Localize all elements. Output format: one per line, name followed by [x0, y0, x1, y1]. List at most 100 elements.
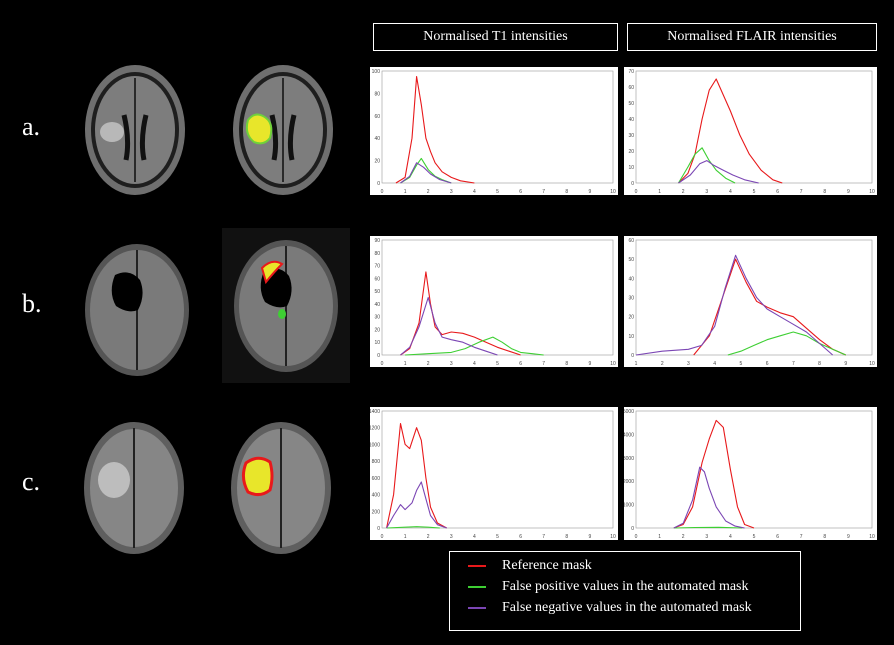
x-tick-label: 1 [658, 534, 661, 540]
y-tick-label: 0 [631, 526, 634, 532]
x-tick-label: 5 [753, 534, 756, 540]
brain-overlay-c [231, 422, 331, 554]
y-tick-label: 100 [372, 69, 381, 75]
chart-a-flair: 0 1 2 3 4 5 6 7 8 9 10 0 10 20 30 40 50 60 70 [628, 69, 875, 195]
y-tick-label: 10 [628, 334, 634, 340]
series-line [673, 526, 743, 529]
plot-b-flair: 1 2 3 4 5 6 7 8 9 10 0 10 20 30 40 50 60 [624, 236, 877, 367]
y-tick-label: 40 [628, 276, 634, 282]
x-tick-label: 2 [682, 534, 685, 540]
y-tick-label: 60 [628, 238, 634, 244]
legend-swatch-false-negative [468, 607, 486, 609]
x-tick-label: 9 [589, 361, 592, 367]
legend-swatch-reference [468, 565, 486, 567]
x-tick-label: 7 [800, 534, 803, 540]
x-tick-label: 10 [869, 361, 875, 367]
y-tick-label: 4000 [624, 432, 634, 438]
plot-frame [381, 410, 614, 529]
y-tick-label: 800 [372, 459, 381, 465]
y-tick-label: 80 [374, 91, 380, 97]
plot-c-t1: 0 1 2 3 4 5 6 7 8 9 10 0 200 400 600 800 1000 1200 1400 [370, 407, 618, 540]
x-tick-label: 1 [658, 189, 661, 195]
x-tick-label: 4 [729, 534, 732, 540]
series-line [635, 254, 834, 356]
brain-scan-b [85, 244, 189, 376]
x-tick-label: 0 [381, 534, 384, 540]
x-tick-label: 0 [635, 534, 638, 540]
x-tick-label: 9 [589, 534, 592, 540]
y-tick-label: 5000 [624, 409, 634, 415]
series-line [386, 526, 440, 529]
y-tick-label: 50 [374, 289, 380, 295]
x-tick-label: 8 [565, 189, 568, 195]
x-tick-label: 8 [818, 361, 821, 367]
x-tick-label: 3 [450, 361, 453, 367]
x-tick-label: 5 [496, 361, 499, 367]
y-tick-label: 0 [631, 181, 634, 187]
x-tick-label: 3 [687, 361, 690, 367]
legend-swatch-false-positive [468, 586, 486, 588]
y-tick-label: 20 [628, 149, 634, 155]
y-tick-label: 30 [628, 133, 634, 139]
brain-scan-a [85, 65, 185, 195]
chart-c-flair: 0 1 2 3 4 5 6 7 8 9 10 0 1000 2000 3000 4000 5000 [624, 409, 875, 540]
x-tick-label: 4 [473, 189, 476, 195]
brain-overlay-a [233, 65, 333, 195]
x-tick-label: 10 [610, 534, 616, 540]
series-line [386, 481, 447, 529]
header-t1: Normalised T1 intensities [373, 23, 618, 51]
y-tick-label: 600 [372, 476, 381, 482]
y-tick-label: 2000 [624, 479, 634, 485]
series-line [673, 419, 755, 529]
x-tick-label: 3 [450, 189, 453, 195]
legend-label-false-positive: False positive values in the automated m… [502, 579, 749, 594]
x-tick-label: 10 [869, 189, 875, 195]
x-tick-label: 0 [381, 189, 384, 195]
y-tick-label: 0 [377, 181, 380, 187]
chart-c-t1: 0 1 2 3 4 5 6 7 8 9 10 0 200 400 600 800 1000 1200 1400 [370, 409, 616, 540]
y-tick-label: 1000 [624, 503, 634, 509]
series-line [405, 336, 544, 356]
row-label-a: a. [22, 112, 41, 141]
y-tick-label: 60 [374, 276, 380, 282]
x-tick-label: 2 [427, 534, 430, 540]
y-tick-label: 70 [374, 264, 380, 270]
y-tick-label: 20 [374, 327, 380, 333]
plot-frame [381, 70, 614, 184]
x-tick-label: 5 [753, 189, 756, 195]
series-line [400, 296, 498, 356]
x-tick-label: 1 [404, 189, 407, 195]
y-tick-label: 80 [374, 251, 380, 257]
x-tick-label: 1 [635, 361, 638, 367]
x-tick-label: 5 [496, 534, 499, 540]
brain-scan-c [84, 422, 184, 554]
plot-frame [381, 239, 614, 356]
legend-label-reference: Reference mask [502, 558, 592, 573]
y-tick-label: 200 [372, 509, 381, 515]
x-tick-label: 7 [800, 189, 803, 195]
y-tick-label: 60 [628, 85, 634, 91]
plot-b-t1: 0 1 2 3 4 5 6 7 8 9 10 0 10 20 30 40 50 60 70 80 90 [370, 236, 618, 367]
header-flair: Normalised FLAIR intensities [627, 23, 877, 51]
series-line [678, 160, 759, 184]
x-tick-label: 8 [565, 361, 568, 367]
series-line [693, 258, 847, 356]
x-tick-label: 7 [542, 189, 545, 195]
series-line [673, 466, 745, 529]
x-tick-label: 8 [823, 534, 826, 540]
y-tick-label: 0 [631, 353, 634, 359]
y-tick-label: 0 [377, 353, 380, 359]
x-tick-label: 7 [542, 534, 545, 540]
x-tick-label: 9 [844, 361, 847, 367]
plot-a-flair: 0 1 2 3 4 5 6 7 8 9 10 0 10 20 30 40 50 60 70 [624, 67, 877, 195]
x-tick-label: 3 [705, 189, 708, 195]
x-tick-label: 2 [661, 361, 664, 367]
y-tick-label: 400 [372, 493, 381, 499]
series-line [678, 147, 736, 184]
x-tick-label: 6 [776, 534, 779, 540]
x-tick-label: 10 [610, 361, 616, 367]
row-label-b: b. [22, 289, 42, 318]
x-tick-label: 4 [473, 361, 476, 367]
